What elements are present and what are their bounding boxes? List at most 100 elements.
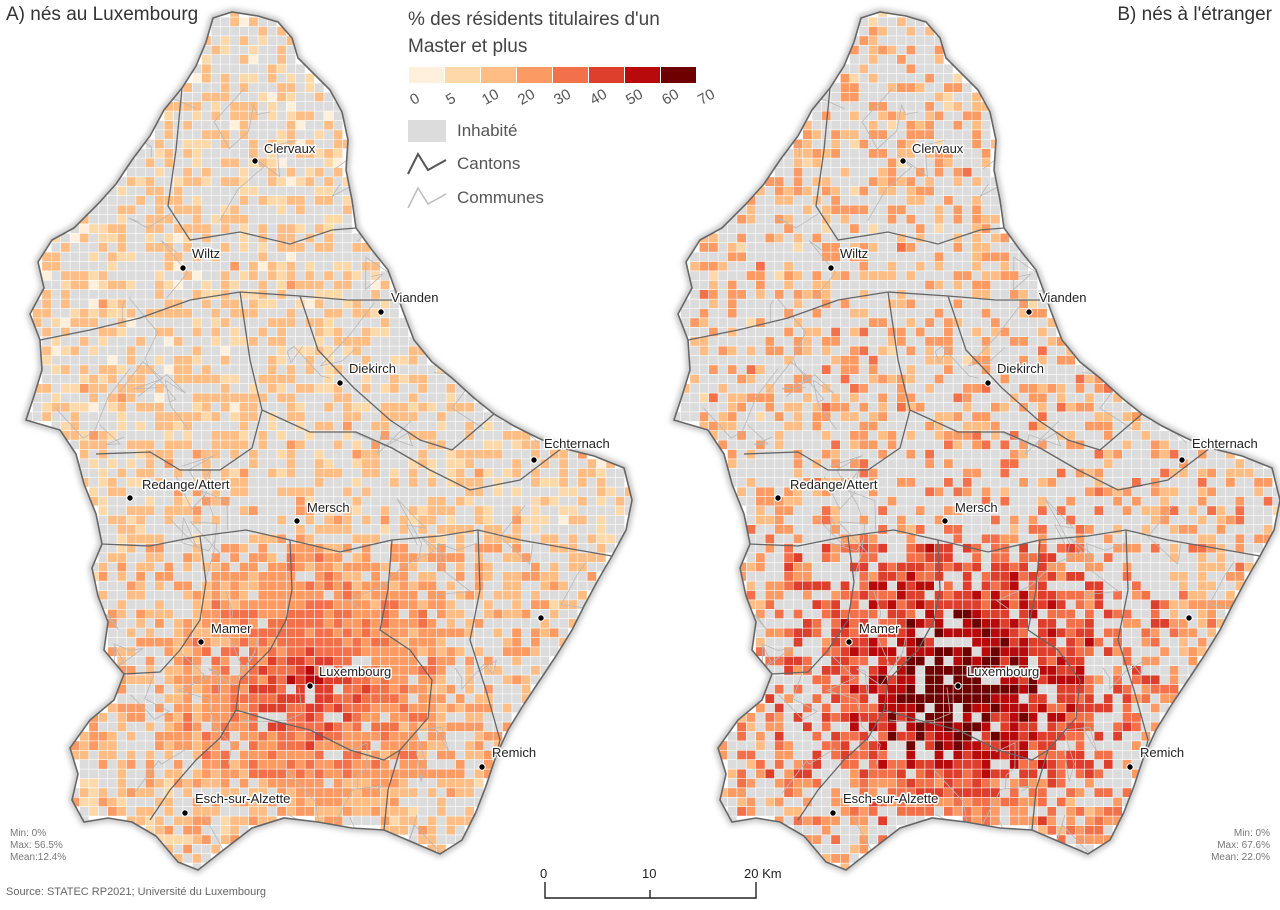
grid-cell — [765, 177, 775, 186]
grid-cell — [220, 553, 230, 562]
grid-cell — [944, 83, 953, 92]
grid-cell — [868, 167, 878, 177]
grid-cell — [267, 525, 277, 534]
grid-cell — [897, 243, 906, 252]
grid-cell — [192, 572, 202, 581]
grid-cell — [164, 713, 174, 722]
grid-cell — [239, 224, 249, 233]
grid-cell — [286, 431, 296, 440]
city-dot — [181, 809, 189, 817]
grid-cell — [1009, 421, 1019, 431]
grid-cell — [98, 760, 108, 769]
grid-cell — [98, 478, 108, 487]
grid-cell — [239, 261, 249, 271]
grid-cell — [1000, 440, 1010, 450]
grid-cell — [267, 769, 277, 779]
grid-cell — [305, 374, 315, 384]
grid-cell — [962, 355, 972, 365]
grid-cell — [915, 26, 925, 36]
grid-cell — [220, 778, 230, 788]
grid-cell — [897, 233, 906, 243]
grid-cell — [324, 205, 333, 215]
commune-line — [213, 88, 271, 150]
grid-cell — [202, 619, 211, 628]
grid-cell — [531, 619, 540, 628]
grid-cell — [718, 261, 728, 271]
city-label: Mamer — [211, 621, 252, 636]
grid-cell — [202, 431, 211, 440]
grid-cell — [277, 619, 286, 628]
grid-cell — [531, 572, 540, 581]
grid-cell — [183, 590, 192, 600]
grid-cell — [126, 731, 136, 741]
grid-cell — [108, 468, 117, 478]
grid-cell — [155, 515, 164, 525]
grid-cell — [211, 83, 221, 92]
grid-cell — [202, 459, 211, 468]
grid-cell — [173, 365, 183, 374]
grid-cell — [258, 355, 268, 365]
grid-cell — [305, 271, 315, 280]
grid-cell — [578, 572, 587, 581]
grid-cell — [925, 158, 934, 168]
grid-cell — [314, 139, 324, 149]
grid-cell — [249, 337, 258, 346]
grid-cell — [70, 374, 80, 384]
grid-cell — [343, 515, 352, 525]
grid-cell — [803, 440, 812, 450]
grid-cell — [136, 167, 145, 177]
grid-cell — [296, 478, 305, 487]
grid-cell — [239, 327, 249, 337]
grid-cell — [784, 393, 793, 403]
grid-cell — [361, 327, 371, 337]
grid-cell — [98, 534, 108, 544]
grid-cell — [455, 694, 465, 703]
grid-cell — [727, 318, 737, 327]
grid-cell — [352, 318, 362, 327]
grid-cell — [333, 731, 343, 741]
grid-cell — [343, 703, 352, 713]
grid-cell — [390, 797, 399, 807]
grid-cell — [277, 337, 286, 346]
grid-cell — [737, 327, 746, 337]
grid-cell — [531, 468, 540, 478]
grid-cell — [324, 703, 333, 713]
grid-cell — [981, 243, 991, 252]
grid-cell — [267, 449, 277, 459]
grid-cell — [145, 769, 155, 779]
grid-cell — [164, 233, 174, 243]
grid-cell — [1009, 431, 1019, 440]
grid-cell — [437, 449, 446, 459]
grid-cell — [361, 628, 371, 638]
grid-cell — [840, 83, 850, 92]
grid-cell — [117, 656, 127, 666]
grid-cell — [192, 355, 202, 365]
grid-cell — [220, 703, 230, 713]
grid-cell — [296, 431, 305, 440]
grid-cell — [361, 703, 371, 713]
grid-cell — [230, 468, 239, 478]
grid-cell — [239, 590, 249, 600]
grid-cell — [427, 421, 437, 431]
grid-cell — [239, 290, 249, 299]
grid-cell — [774, 233, 784, 243]
grid-cell — [202, 600, 211, 609]
grid-cell — [718, 233, 728, 243]
grid-cell — [202, 83, 211, 92]
grid-cell — [756, 205, 765, 215]
grid-cell — [305, 327, 315, 337]
grid-cell — [230, 647, 239, 656]
grid-cell — [831, 130, 840, 139]
grid-cell — [220, 581, 230, 591]
grid-cell — [484, 487, 493, 497]
grid-cell — [145, 233, 155, 243]
grid-cell — [493, 459, 503, 468]
grid-cell — [840, 459, 850, 468]
grid-cell — [915, 36, 925, 45]
grid-cell — [333, 393, 343, 403]
grid-cell — [267, 656, 277, 666]
grid-cell — [559, 478, 568, 487]
grid-cell — [220, 261, 230, 271]
grid-cell — [578, 515, 587, 525]
grid-cell — [333, 337, 343, 346]
